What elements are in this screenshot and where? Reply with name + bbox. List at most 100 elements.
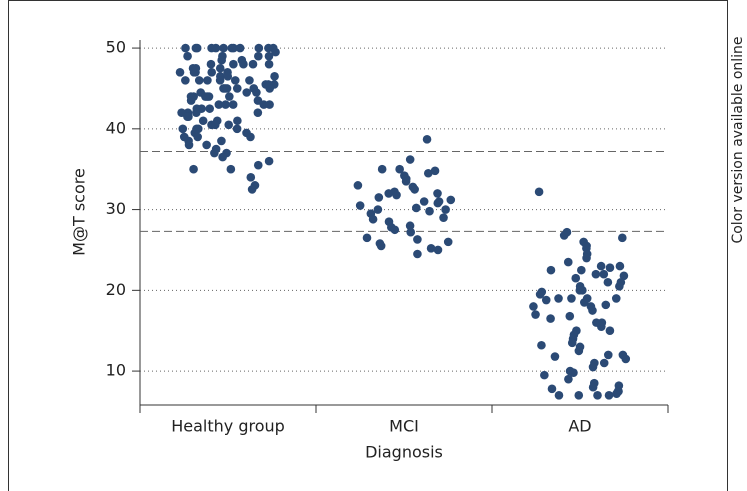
x-axis-label: Diagnosis: [365, 443, 443, 462]
point: [446, 195, 456, 205]
point: [618, 233, 627, 243]
point: [619, 271, 629, 281]
point: [184, 140, 194, 150]
point: [178, 124, 188, 134]
point: [567, 294, 576, 303]
point: [252, 88, 261, 97]
y-tick-label: 30: [106, 199, 126, 218]
point: [376, 241, 386, 251]
point: [205, 104, 214, 113]
point: [571, 273, 581, 283]
point: [433, 245, 443, 255]
point: [210, 148, 219, 158]
point: [554, 391, 564, 400]
point: [443, 237, 453, 247]
y-tick-label: 50: [106, 38, 126, 57]
point: [264, 51, 274, 61]
point: [202, 140, 211, 150]
point: [228, 100, 238, 109]
point: [586, 302, 596, 311]
point: [550, 352, 560, 361]
point: [247, 185, 257, 194]
point: [211, 120, 220, 130]
point: [405, 221, 415, 231]
point: [546, 265, 556, 275]
y-tick-label: 20: [106, 280, 126, 299]
point: [423, 168, 433, 178]
point: [214, 100, 224, 109]
point: [563, 257, 573, 267]
point: [582, 253, 591, 263]
point: [192, 43, 202, 53]
point: [592, 318, 601, 327]
point: [229, 59, 238, 69]
point: [537, 340, 546, 350]
y-tick-label: 40: [106, 118, 126, 137]
point: [580, 298, 589, 307]
point: [574, 346, 584, 356]
point: [433, 189, 442, 198]
point: [206, 59, 216, 69]
point: [574, 391, 584, 400]
point: [201, 92, 210, 101]
point: [441, 205, 450, 214]
point: [233, 116, 242, 126]
point: [540, 370, 549, 380]
point: [591, 269, 601, 279]
point: [546, 314, 555, 323]
point: [207, 68, 217, 77]
point: [264, 59, 274, 69]
point: [392, 190, 401, 200]
point: [569, 368, 578, 377]
point: [603, 350, 613, 360]
point: [439, 213, 448, 222]
point: [529, 302, 538, 311]
point: [265, 100, 274, 109]
x-tick-label: MCI: [389, 417, 419, 436]
point: [612, 389, 621, 398]
point: [621, 354, 631, 364]
point: [246, 172, 256, 182]
point: [362, 233, 372, 243]
point: [193, 132, 202, 142]
point: [203, 76, 212, 85]
point: [222, 84, 232, 93]
point: [419, 197, 429, 206]
point: [599, 358, 609, 368]
point: [601, 300, 611, 310]
point: [564, 374, 573, 384]
point: [181, 43, 190, 53]
point: [232, 84, 242, 93]
point: [186, 96, 196, 105]
point: [605, 263, 615, 273]
point: [604, 391, 614, 400]
point: [559, 231, 569, 240]
point: [235, 43, 245, 53]
point: [410, 185, 419, 194]
point: [245, 76, 254, 85]
point: [271, 47, 280, 57]
point: [253, 160, 263, 170]
point: [191, 63, 201, 73]
point: [226, 164, 236, 174]
point: [207, 43, 216, 53]
point: [433, 198, 443, 208]
point: [246, 132, 255, 142]
point: [605, 326, 615, 336]
point: [183, 51, 192, 61]
point: [377, 164, 387, 174]
point: [183, 112, 192, 122]
point: [588, 362, 598, 372]
point: [270, 72, 279, 81]
point: [232, 124, 242, 134]
side-note: Color version available online: [730, 36, 746, 243]
point: [395, 164, 404, 174]
point: [554, 294, 563, 303]
point: [567, 338, 577, 348]
point: [368, 214, 378, 224]
point: [575, 286, 585, 295]
point: [221, 100, 230, 109]
point: [541, 295, 551, 305]
point: [401, 177, 411, 186]
